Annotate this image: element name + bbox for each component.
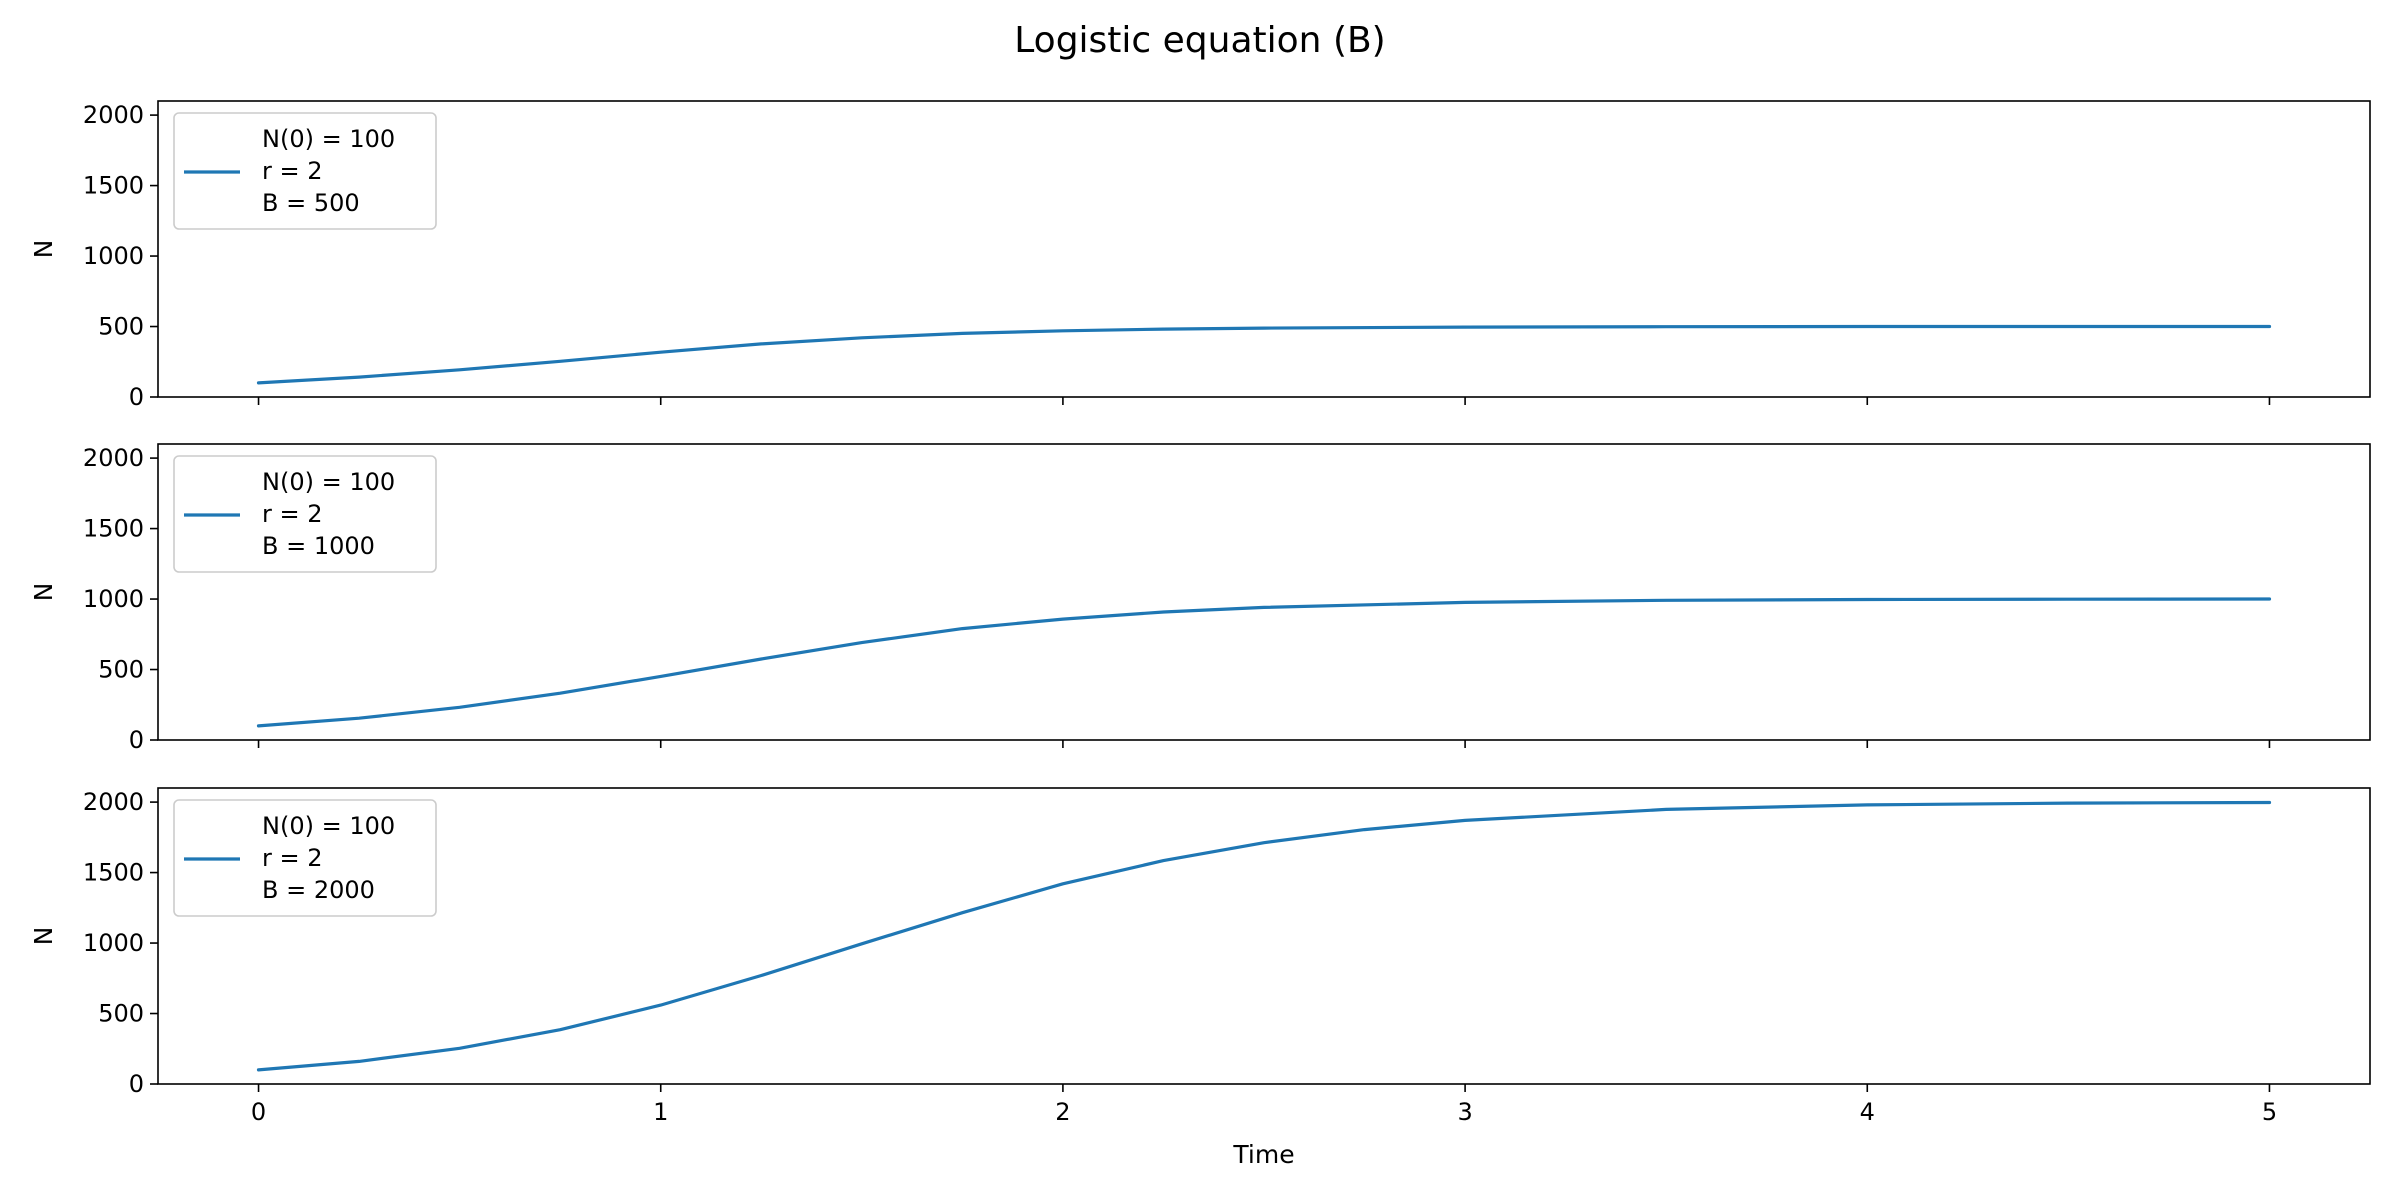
subplot-1: 0 500 1000 1500 2000 N N(0) = 100 r = 2 B = 500: [29, 100, 2371, 411]
legend-label: B = 2000: [262, 876, 375, 904]
x-axis-label: Time: [1232, 1140, 1294, 1169]
y-tick-label: 1000: [83, 585, 144, 613]
y-tick-label: 1000: [83, 242, 144, 270]
legend: N(0) = 100 r = 2 B = 1000: [173, 455, 437, 573]
series-line: [256, 800, 2272, 1072]
legend-label: N(0) = 100: [262, 468, 395, 496]
axes-frame: [157, 100, 2371, 398]
y-tick-label: 1500: [83, 172, 144, 200]
legend-label: r = 2: [262, 844, 323, 872]
axes-frame: [157, 787, 2371, 1085]
legend: N(0) = 100 r = 2 B = 500: [173, 112, 437, 230]
x-tick-label: 0: [251, 1098, 266, 1126]
figure-title: Logistic equation (B): [1014, 20, 1385, 61]
y-tick-label: 1000: [83, 929, 144, 957]
legend-label: B = 1000: [262, 532, 375, 560]
legend-box: [173, 799, 437, 917]
legend-label: B = 500: [262, 189, 360, 217]
y-axis-label: N: [29, 927, 58, 946]
y-tick-label: 500: [98, 656, 144, 684]
y-tick-label: 2000: [83, 788, 144, 816]
y-tick-label: 1500: [83, 859, 144, 887]
y-tick-label: 0: [129, 1070, 144, 1098]
series-line: [256, 597, 2272, 728]
legend-label: r = 2: [262, 500, 323, 528]
legend-label: N(0) = 100: [262, 125, 395, 153]
x-tick-label: 2: [1055, 1098, 1070, 1126]
legend: N(0) = 100 r = 2 B = 2000: [173, 799, 437, 917]
x-tick-label: 1: [653, 1098, 668, 1126]
series-line: [256, 324, 2272, 385]
y-tick-label: 0: [129, 383, 144, 411]
legend-box: [173, 112, 437, 230]
y-tick-label: 2000: [83, 444, 144, 472]
legend-box: [173, 455, 437, 573]
legend-label: r = 2: [262, 157, 323, 185]
y-tick-label: 0: [129, 726, 144, 754]
x-tick-label: 5: [2262, 1098, 2277, 1126]
y-tick-label: 1500: [83, 515, 144, 543]
x-tick-label: 3: [1457, 1098, 1472, 1126]
legend-label: N(0) = 100: [262, 812, 395, 840]
x-tick-label: 4: [1860, 1098, 1875, 1126]
subplot-2: 0 500 1000 1500 2000 N N(0) = 100 r = 2 B = 1000: [29, 443, 2371, 754]
y-axis-label: N: [29, 583, 58, 602]
y-tick-label: 500: [98, 313, 144, 341]
y-tick-label: 500: [98, 1000, 144, 1028]
subplot-3: 0 500 1000 1500 2000 0 1 2 3 4 5 N N(0) = 100 r = 2 B …: [29, 787, 2371, 1126]
axes-frame: [157, 443, 2371, 741]
y-tick-label: 2000: [83, 101, 144, 129]
y-axis-label: N: [29, 240, 58, 259]
